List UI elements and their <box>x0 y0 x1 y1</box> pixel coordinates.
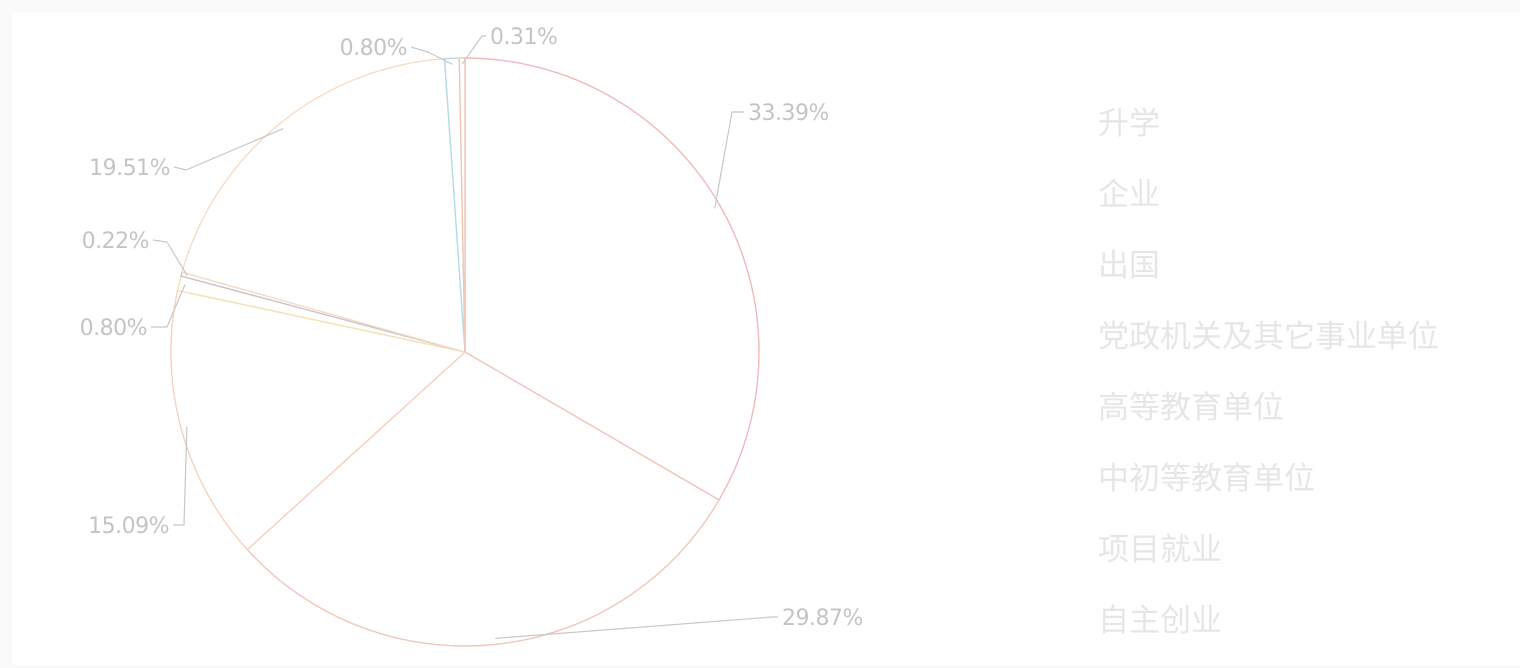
slice-percent-label: 33.39% <box>748 101 829 126</box>
label-leader-line <box>495 616 778 639</box>
legend: 升学 企业 出国 党政机关及其它事业单位 高等教育单位 中初等教育单位 项目就业… <box>1098 100 1439 668</box>
slice-percent-label: 19.51% <box>89 156 170 181</box>
label-leader-line <box>410 46 453 65</box>
pie-slice[interactable] <box>181 57 466 353</box>
label-leader-line <box>173 128 284 171</box>
label-leader-line <box>461 35 486 65</box>
label-leader-line <box>173 426 188 526</box>
legend-item[interactable]: 升学 <box>1098 106 1160 142</box>
pie-slice[interactable] <box>464 57 760 501</box>
slice-percent-label: 0.22% <box>82 229 149 254</box>
slice-percent-label: 29.87% <box>782 606 863 631</box>
legend-item[interactable]: 企业 <box>1098 177 1160 213</box>
legend-item[interactable]: 中初等教育单位 <box>1098 461 1315 497</box>
pie-slice[interactable] <box>170 289 467 551</box>
slice-percent-label: 0.80% <box>80 316 147 341</box>
label-leader-line <box>714 111 744 209</box>
pie-chart: 33.39% 29.87% 15.09% 0.80% 0.22% 19.51% 0.80% 0… <box>80 25 863 647</box>
legend-item[interactable]: 项目就业 <box>1098 532 1222 568</box>
chart-panel: 33.39% 29.87% 15.09% 0.80% 0.22% 19.51% 0.80% 0… <box>12 12 1520 665</box>
legend-item[interactable]: 高等教育单位 <box>1098 390 1284 426</box>
label-leader-line <box>151 284 186 328</box>
slice-percent-label: 0.80% <box>340 36 407 61</box>
slice-percent-label: 15.09% <box>88 514 169 539</box>
label-leader-line <box>152 239 188 277</box>
legend-item[interactable]: 自主创业 <box>1098 603 1222 639</box>
slice-percent-label: 0.31% <box>490 25 557 50</box>
pie-slice[interactable] <box>458 57 466 353</box>
legend-item[interactable]: 党政机关及其它事业单位 <box>1098 319 1439 355</box>
legend-item[interactable]: 出国 <box>1098 248 1160 284</box>
pie-slice[interactable] <box>246 351 721 647</box>
